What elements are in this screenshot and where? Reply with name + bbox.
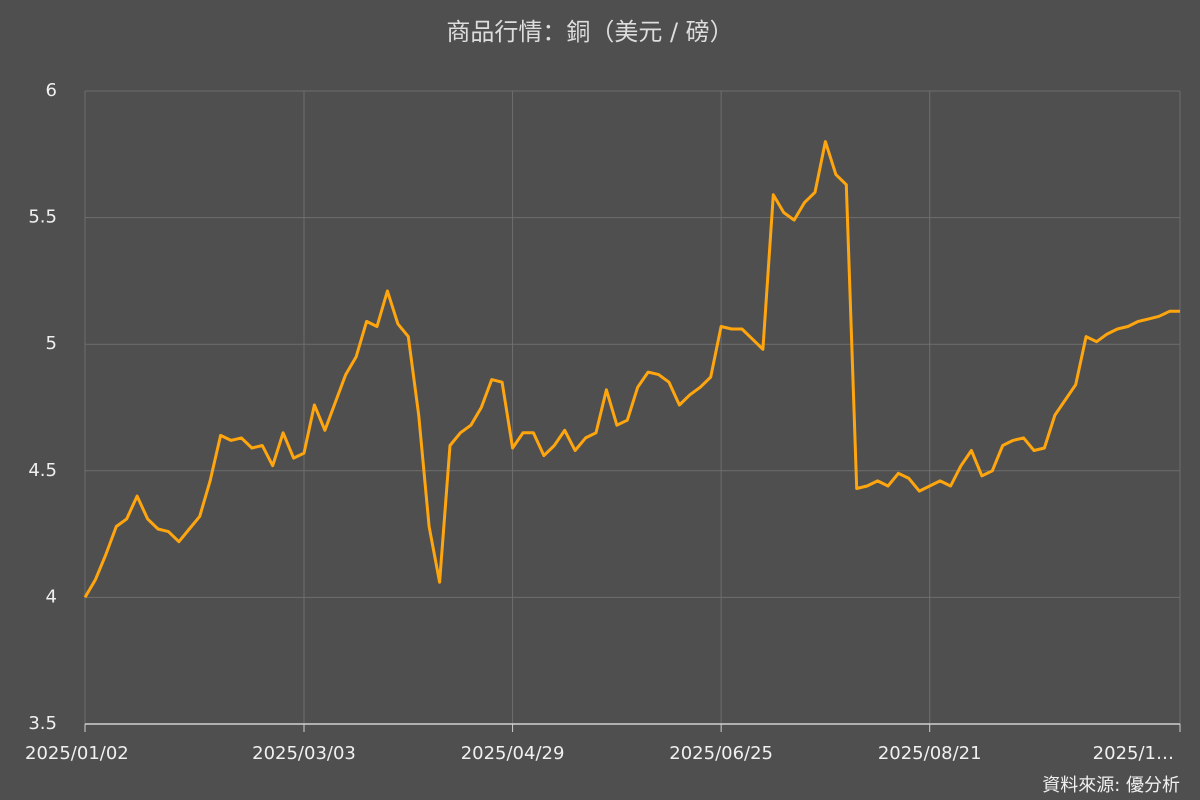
price-line: [83, 140, 1180, 599]
x-tick-label: 2025/04/29: [461, 743, 565, 764]
y-tick-label: 5: [46, 333, 57, 354]
y-tick-label: 4: [46, 586, 57, 607]
chart-title: 商品行情：銅（美元 / 磅）: [446, 18, 733, 46]
y-tick-label: 4.5: [28, 460, 57, 481]
source-note: 資料來源: 優分析: [1042, 775, 1180, 796]
x-tick-label: 2025/03/03: [252, 743, 356, 764]
x-tick-label: 2025/06/25: [669, 743, 773, 764]
x-tick-label: 2025/08/21: [878, 743, 982, 764]
x-tick-label: 2025/01/02: [25, 743, 129, 764]
y-tick-label: 5.5: [28, 207, 57, 228]
x-tick-label: 2025/1…: [1093, 743, 1174, 764]
y-tick-label: 6: [46, 80, 57, 101]
y-tick-label: 3.5: [28, 713, 57, 734]
